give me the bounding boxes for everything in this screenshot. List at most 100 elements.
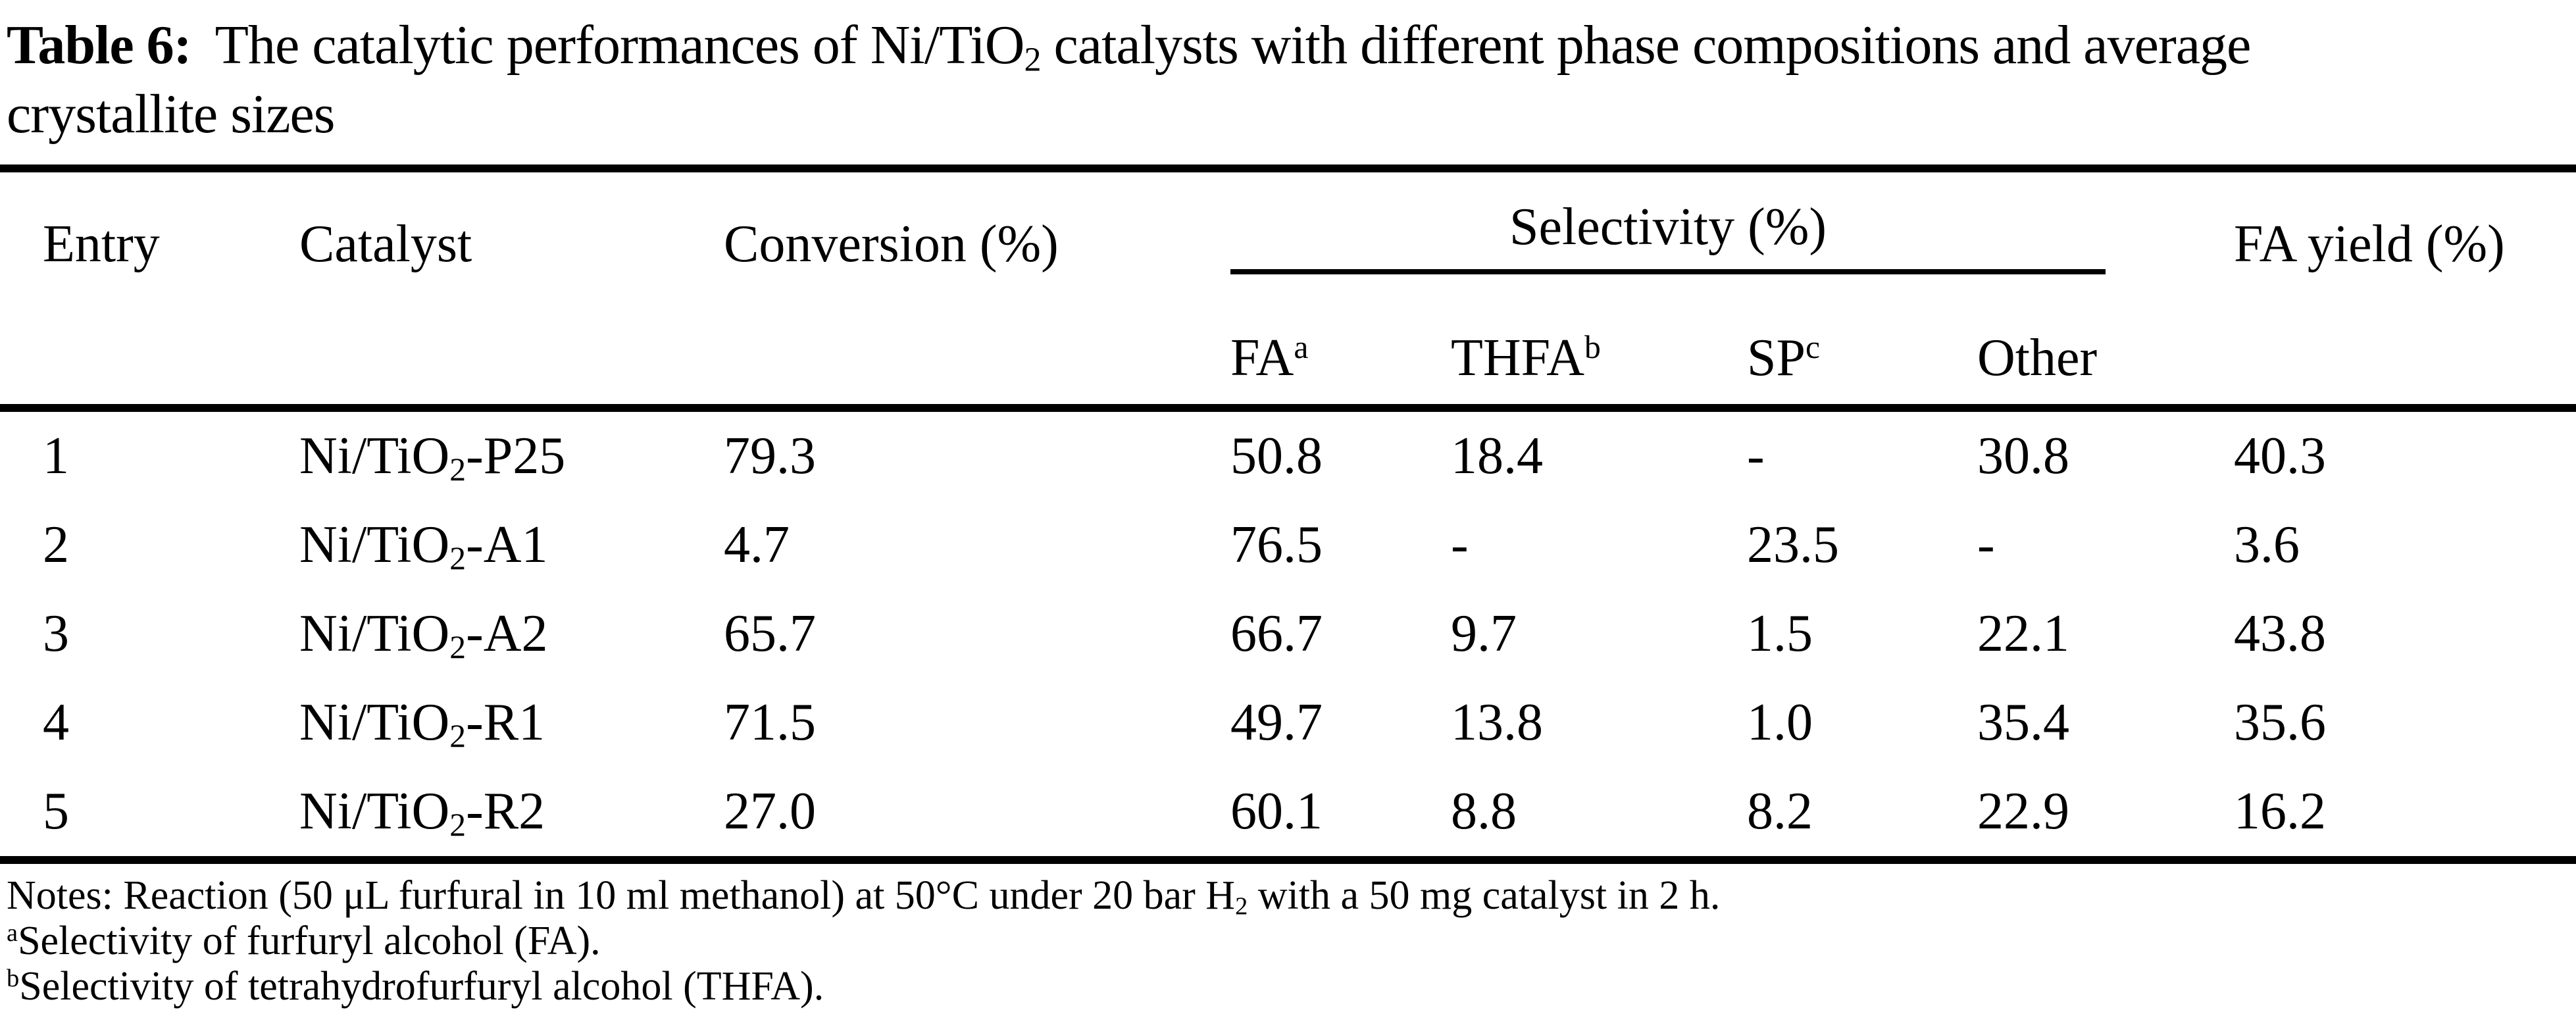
- cell-fa-selectivity: 50.8: [1230, 427, 1323, 485]
- spacer-cell: [724, 293, 1230, 412]
- cell-fa-yield: 16.2: [2234, 767, 2576, 864]
- sp-label: SP: [1747, 329, 1806, 387]
- subscript-2: 2: [1235, 892, 1248, 921]
- cell-entry: 2: [43, 516, 69, 574]
- catalyst-suffix: -A1: [466, 516, 548, 574]
- superscript-c: c: [7, 1010, 18, 1012]
- cell-conversion: 4.7: [724, 516, 790, 574]
- cell-sp-selectivity: 8.2: [1747, 767, 1977, 864]
- cell-catalyst: Ni/TiO2-P25: [299, 408, 724, 501]
- note-text-rest: with a 50 mg catalyst in 2 h.: [1248, 873, 1721, 918]
- table-subheader-row: FAa THFAb SPc Other: [0, 293, 2576, 412]
- column-header-catalyst: Catalyst: [299, 215, 472, 273]
- table-header-row: Entry Catalyst Conversion (%) Selectivit…: [0, 168, 2576, 293]
- column-header-fa: FAa: [1230, 293, 1451, 412]
- table-row: 4 Ni/TiO2-R1 71.5 49.7 13.8 1.0 35.4 35.…: [0, 678, 2576, 767]
- catalyst-name: Ni/TiO: [299, 516, 450, 574]
- caption-text-rest: catalysts with different phase compositi…: [1040, 14, 2252, 76]
- spacer-cell: [2234, 293, 2576, 412]
- caption-line2: crystallite sizes: [7, 84, 335, 145]
- footnote-text: Selectivity of tetrahydrofurfuryl alcoho…: [19, 964, 824, 1009]
- column-header-other: Other: [1977, 293, 2235, 412]
- cell-catalyst: Ni/TiO2-A2: [299, 590, 724, 678]
- cell-other-selectivity: 22.1: [1977, 605, 2069, 663]
- cell-entry: 4: [43, 694, 69, 751]
- note-text: Notes: Reaction (50 μL furfural in 10 ml…: [7, 873, 1236, 918]
- table-row: 3 Ni/TiO2-A2 65.7 66.7 9.7 1.5 22.1 43.8: [0, 590, 2576, 678]
- subscript-2: 2: [1024, 41, 1041, 79]
- cell-fa-yield: 40.3: [2234, 427, 2327, 485]
- cell-fa-selectivity: 60.1: [1230, 767, 1451, 864]
- cell-conversion: 79.3: [724, 427, 816, 485]
- cell-other-selectivity: -: [1977, 516, 1995, 574]
- cell-fa-yield: 35.6: [2234, 694, 2327, 751]
- column-header-entry: Entry: [43, 215, 160, 273]
- thfa-label: THFA: [1451, 329, 1584, 387]
- footnote-text: Selectivity of 2-furaldehyde dimethyl ac…: [18, 1009, 829, 1012]
- cell-entry: 5: [0, 767, 299, 864]
- caption-text: The catalytic performances of Ni/TiO: [215, 14, 1025, 76]
- subscript-2: 2: [449, 628, 467, 665]
- fa-label: FA: [1230, 329, 1294, 387]
- cell-thfa-selectivity: 9.7: [1451, 605, 1517, 663]
- table-row: 5 Ni/TiO2-R2 27.0 60.1 8.8 8.2 22.9 16.2: [0, 767, 2576, 864]
- subscript-2: 2: [449, 717, 467, 754]
- cell-conversion: 27.0: [724, 767, 1230, 864]
- superscript-b: b: [1584, 329, 1601, 366]
- catalyst-suffix: -P25: [466, 427, 566, 485]
- cell-sp-selectivity: -: [1747, 427, 1765, 485]
- footnote-a: aSelectivity of furfuryl alcohol (FA).: [7, 919, 2576, 964]
- spacer-cell: [0, 293, 299, 412]
- catalyst-name: Ni/TiO: [299, 427, 450, 485]
- cell-entry: 3: [43, 605, 69, 663]
- superscript-a: a: [7, 919, 18, 948]
- cell-thfa-selectivity: 8.8: [1451, 767, 1747, 864]
- column-header-sp: SPc: [1747, 293, 1977, 412]
- notes: Notes: Reaction (50 μL furfural in 10 ml…: [0, 873, 2576, 1012]
- column-group-header-selectivity: Selectivity (%): [1230, 168, 2234, 293]
- table-row: 2 Ni/TiO2-A1 4.7 76.5 - 23.5 - 3.6: [0, 501, 2576, 590]
- footnote-c: cSelectivity of 2-furaldehyde dimethyl a…: [7, 1009, 2576, 1012]
- cell-thfa-selectivity: 13.8: [1451, 694, 1543, 751]
- catalyst-suffix: -A2: [466, 605, 548, 663]
- cell-conversion: 71.5: [724, 694, 816, 751]
- cell-catalyst: Ni/TiO2-R2: [299, 767, 724, 864]
- cell-thfa-selectivity: -: [1451, 516, 1469, 574]
- cell-entry: 1: [43, 427, 69, 485]
- cell-fa-selectivity: 76.5: [1230, 516, 1323, 574]
- cell-catalyst: Ni/TiO2-A1: [299, 501, 724, 590]
- note-reaction-conditions: Notes: Reaction (50 μL furfural in 10 ml…: [7, 873, 2576, 919]
- cell-other-selectivity: 35.4: [1977, 694, 2069, 751]
- column-header-conversion: Conversion (%): [724, 215, 1059, 273]
- cell-sp-selectivity: 1.0: [1747, 694, 1813, 751]
- selectivity-group-label: Selectivity (%): [1509, 198, 1827, 256]
- subscript-2: 2: [449, 540, 467, 576]
- superscript-a: a: [1294, 329, 1309, 366]
- cell-fa-selectivity: 49.7: [1230, 694, 1323, 751]
- cell-catalyst: Ni/TiO2-R1: [299, 678, 724, 767]
- table-row: 1 Ni/TiO2-P25 79.3 50.8 18.4 - 30.8 40.3: [0, 408, 2576, 501]
- cell-conversion: 65.7: [724, 605, 816, 663]
- caption-label: Table 6:: [7, 14, 192, 76]
- superscript-b: b: [7, 965, 20, 993]
- catalyst-suffix: -R2: [466, 782, 545, 840]
- catalyst-name: Ni/TiO: [299, 782, 450, 840]
- cell-thfa-selectivity: 18.4: [1451, 427, 1543, 485]
- cell-sp-selectivity: 1.5: [1747, 605, 1813, 663]
- column-header-thfa: THFAb: [1451, 293, 1747, 412]
- table-caption: Table 6: The catalytic performances of Ni…: [0, 0, 2576, 149]
- cell-fa-yield: 43.8: [2234, 605, 2327, 663]
- cell-sp-selectivity: 23.5: [1747, 516, 1839, 574]
- selectivity-underline: Selectivity (%): [1230, 197, 2106, 274]
- cell-fa-yield: 3.6: [2234, 516, 2300, 574]
- footnote-b: bSelectivity of tetrahydrofurfuryl alcoh…: [7, 964, 2576, 1009]
- spacer-cell: [299, 293, 724, 412]
- cell-fa-selectivity: 66.7: [1230, 605, 1323, 663]
- footnote-text: Selectivity of furfuryl alcohol (FA).: [18, 919, 601, 963]
- subscript-2: 2: [449, 451, 467, 488]
- cell-other-selectivity: 30.8: [1977, 427, 2069, 485]
- catalyst-suffix: -R1: [466, 694, 545, 751]
- superscript-c: c: [1805, 329, 1820, 366]
- catalyst-name: Ni/TiO: [299, 694, 450, 751]
